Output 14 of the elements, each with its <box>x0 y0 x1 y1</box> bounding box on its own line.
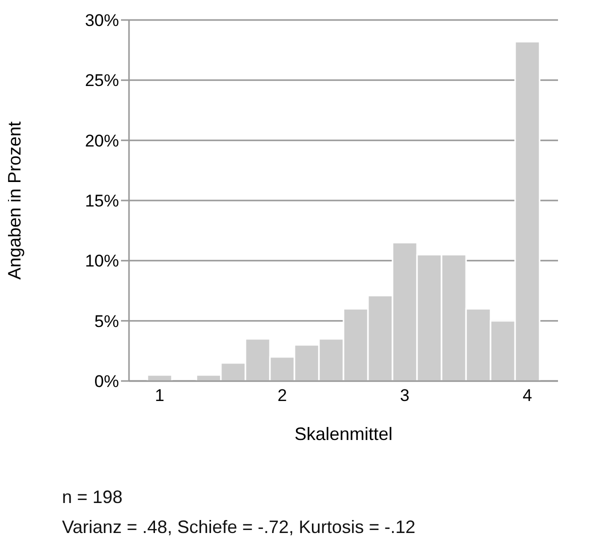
y-tick-label: 5% <box>94 312 119 331</box>
x-tick-label: 2 <box>277 386 287 406</box>
x-tick-label: 1 <box>154 386 164 406</box>
y-tick-label: 10% <box>84 252 119 271</box>
x-tick-label: 3 <box>400 386 410 406</box>
y-tick-label: 25% <box>84 71 119 90</box>
y-tick-label: 20% <box>84 131 119 150</box>
text: n = 198 <box>62 486 124 509</box>
y-tick-label: 0% <box>94 372 119 392</box>
y-tick-label: 15% <box>84 192 119 211</box>
text: Varianz = .48, Schiefe = -.72, Kurtosis = -.12 <box>62 516 416 539</box>
x-axis-title: Skalenmittel <box>294 424 393 444</box>
x-tick-label: 4 <box>522 386 532 406</box>
y-tick-label: 30% <box>84 11 119 30</box>
